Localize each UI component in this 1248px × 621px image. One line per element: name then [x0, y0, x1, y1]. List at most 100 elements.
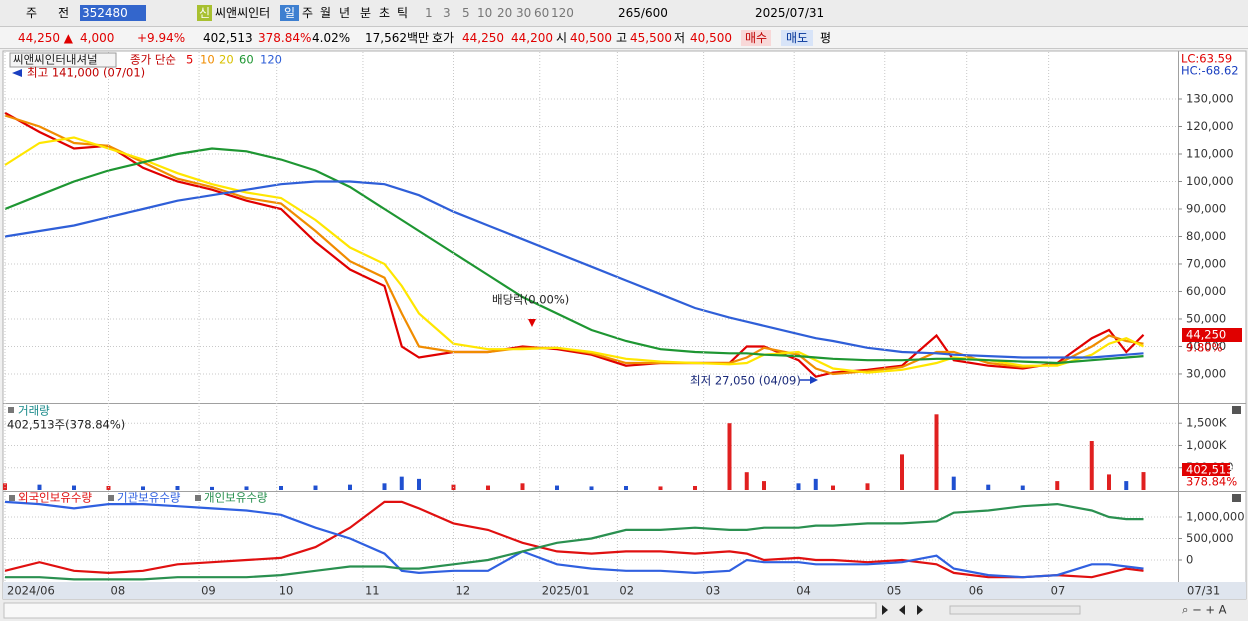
series-line	[4, 180, 1144, 359]
scroll-next[interactable]	[882, 605, 888, 615]
volume-bar	[1020, 485, 1025, 490]
volume-bar	[1055, 481, 1060, 490]
volume-bar	[210, 486, 214, 490]
quote-item: 4.02%	[312, 31, 351, 45]
quote-item[interactable]: 매수	[741, 30, 772, 46]
toolbar-item[interactable]: 60	[534, 6, 550, 20]
x-tick-label: 11	[365, 584, 380, 598]
quote-bar	[0, 27, 1248, 49]
toolbar-item[interactable]: 신	[197, 5, 213, 21]
toolbar-item[interactable]: 2025/07/31	[755, 6, 825, 20]
volume-bar	[658, 486, 663, 490]
x-tick-label: 08	[111, 584, 126, 598]
quote-item: 4,000	[80, 31, 115, 45]
volume-bar	[693, 485, 697, 490]
volume-bar	[348, 484, 352, 490]
toolbar-item[interactable]: 주	[302, 6, 314, 20]
quote-item[interactable]: 매도	[781, 30, 814, 46]
volume-bar	[555, 485, 559, 490]
volume-bar	[934, 414, 939, 490]
volume-bar	[986, 484, 991, 490]
toolbar-item[interactable]: 월	[320, 6, 332, 20]
legend-item: 기관보유수량	[117, 491, 181, 505]
volume-bar	[279, 485, 283, 490]
y-tick-label: 130,000	[1186, 92, 1234, 106]
annotation: 배당락(0.00%)	[492, 293, 569, 307]
last-volume-box	[1182, 463, 1230, 476]
zoom-icons[interactable]: ⌕ − + A	[1182, 603, 1227, 617]
legend-item: 외국인보유수량	[18, 491, 92, 505]
toolbar-item[interactable]: 3	[443, 6, 451, 20]
x-tick-label: 02	[619, 584, 634, 598]
panel-title: 거래량	[18, 404, 50, 418]
toolbar-item[interactable]: 1	[425, 6, 433, 20]
volume-bar	[951, 476, 956, 490]
toolbar-item[interactable]: 분	[360, 6, 372, 20]
quote-item: 44,250	[462, 31, 504, 45]
annotation: 최저 27,050 (04/09)	[690, 374, 801, 388]
toolbar-item[interactable]: 초	[379, 6, 391, 20]
legend-box	[9, 52, 117, 68]
toolbar-item[interactable]: 120	[551, 6, 574, 20]
toolbar-item[interactable]: 20	[497, 6, 513, 20]
quote-item: 402,513	[203, 31, 253, 45]
scroll-prev[interactable]	[899, 605, 905, 615]
quote-item: 378.84%	[258, 31, 312, 45]
legend-item: 120	[260, 53, 282, 67]
volume-bar	[762, 481, 766, 490]
y-tick-label: 60,000	[1186, 284, 1226, 298]
y-tick-label: 40,000	[1186, 339, 1226, 353]
panel-close-icon[interactable]	[1232, 494, 1241, 502]
legend-swatch	[195, 495, 201, 501]
x-tick-label: 09	[201, 584, 216, 598]
legend-item: 개인보유수량	[204, 491, 268, 505]
x-tick-label: 2024/06	[7, 584, 55, 598]
zoom-slider[interactable]	[949, 605, 1081, 615]
volume-bar	[744, 472, 749, 490]
side-label: LC:63.59	[1181, 52, 1232, 66]
quote-item: 17,562백만	[365, 31, 430, 45]
y-tick-label: 80,000	[1186, 229, 1226, 243]
scroll-track[interactable]	[3, 602, 877, 619]
scroll-play[interactable]	[917, 605, 923, 615]
quote-item: 호가	[432, 31, 455, 45]
x-tick-label: 04	[796, 584, 811, 598]
toolbar-item[interactable]: 10	[477, 6, 493, 20]
volume-bar	[382, 483, 387, 490]
x-axis-strip	[3, 582, 1246, 599]
volume-bar	[1107, 474, 1111, 490]
series-line	[4, 147, 1144, 365]
toolbar-item[interactable]: 씨앤씨인터	[215, 6, 271, 20]
quote-item: 저	[674, 31, 686, 45]
quote-item[interactable]: 평	[820, 31, 832, 45]
y-tick-label: 120,000	[1186, 119, 1234, 133]
y-tick-label: 90,000	[1186, 201, 1226, 215]
volume-bar	[141, 486, 145, 490]
toolbar-item[interactable]: 일	[280, 5, 300, 21]
y-tick-label: 70,000	[1186, 256, 1226, 270]
toolbar-item[interactable]: 년	[339, 6, 351, 20]
legend-item: 5	[186, 53, 193, 67]
toolbar-item[interactable]: 주	[26, 6, 38, 20]
toolbar-item[interactable]: 30	[516, 6, 532, 20]
toolbar-item[interactable]: 352480	[80, 5, 146, 21]
legend-item: 60	[239, 53, 254, 67]
x-tick-label: 12	[456, 584, 471, 598]
volume-bar	[1141, 472, 1146, 490]
panel-close-icon[interactable]	[1232, 406, 1241, 414]
last-price: 44,250	[1186, 328, 1226, 342]
volume-bar	[796, 483, 801, 490]
volume-bar	[486, 485, 490, 490]
last-price-box	[1182, 328, 1242, 342]
series-line	[4, 500, 1144, 579]
volume-bar	[244, 486, 249, 490]
toolbar-item[interactable]: 265/600	[618, 6, 668, 20]
volume-bar	[313, 485, 318, 490]
toolbar-item[interactable]: 전	[58, 6, 70, 20]
toolbar-item[interactable]: 틱	[397, 6, 409, 20]
y-tick-label: 1,000K	[1186, 438, 1227, 452]
y-tick-label: 110,000	[1186, 147, 1234, 161]
volume-bar	[831, 485, 835, 490]
toolbar-item[interactable]: 5	[462, 6, 470, 20]
y-tick-label: 1,500K	[1186, 416, 1227, 430]
